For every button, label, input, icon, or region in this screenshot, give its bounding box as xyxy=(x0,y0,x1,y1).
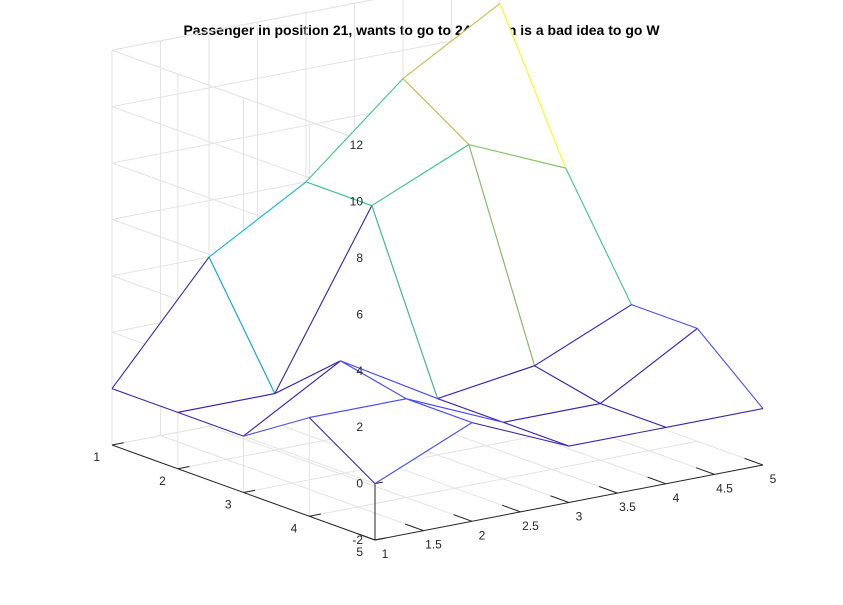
x-tick-label: 2 xyxy=(479,528,486,542)
surface-face xyxy=(243,360,407,437)
surface-edge xyxy=(568,426,667,447)
x-tick xyxy=(744,457,764,466)
surface-edge xyxy=(243,417,310,437)
surface-edge xyxy=(471,422,570,447)
z-tick xyxy=(374,538,383,541)
y-tick xyxy=(243,489,256,493)
x-tick-label: 2.5 xyxy=(522,519,539,533)
surface-edge xyxy=(468,144,566,169)
x-tick xyxy=(356,532,376,541)
surface-edge xyxy=(208,181,307,258)
surface-face xyxy=(306,78,469,206)
z-tick-label: 10 xyxy=(350,195,364,209)
x-tick xyxy=(453,514,473,522)
x-tick-label: 3.5 xyxy=(619,500,636,514)
z-tick-label: -2 xyxy=(352,533,363,547)
surface-edge xyxy=(177,411,244,437)
y-tick-label: 3 xyxy=(225,498,232,512)
x-tick xyxy=(647,476,667,485)
z-tick-label: 6 xyxy=(356,307,363,321)
surface-edge xyxy=(499,3,567,169)
surface-face xyxy=(468,144,632,366)
surface-edge xyxy=(371,144,470,207)
y-tick-label: 2 xyxy=(159,474,166,488)
x-tick-label: 5 xyxy=(770,472,777,486)
surface-edge xyxy=(111,256,210,389)
x-tick xyxy=(598,486,618,494)
surface-face xyxy=(406,398,569,447)
surface-edge xyxy=(406,398,473,424)
surface-edge xyxy=(696,328,764,409)
back-wall-grid-line-z xyxy=(111,0,375,51)
surface-edge xyxy=(340,360,407,400)
left-wall-grid-line-z xyxy=(111,49,376,146)
surface-edge xyxy=(468,144,536,366)
x-tick-label: 4.5 xyxy=(716,481,733,495)
surface-edge xyxy=(308,417,376,484)
y-tick xyxy=(111,442,124,446)
surface-edge xyxy=(565,167,632,305)
surface-edge xyxy=(340,360,438,400)
surface-edge xyxy=(111,388,178,413)
surface-edge xyxy=(309,398,407,419)
z-tick-label: 8 xyxy=(356,251,363,265)
z-tick-label: 4 xyxy=(356,364,363,378)
surface-edge xyxy=(374,422,473,485)
surface-edge xyxy=(534,304,632,367)
surface-edge xyxy=(402,78,470,145)
z-tick-label: 2 xyxy=(356,420,363,434)
surface-edge xyxy=(437,398,504,423)
surface-edge xyxy=(406,398,504,423)
surface-edge xyxy=(274,360,341,395)
surface-edge xyxy=(599,327,698,405)
x-tick-label: 1 xyxy=(382,547,389,561)
z-tick-label: 12 xyxy=(350,138,364,152)
surface-edge xyxy=(274,205,373,394)
surface-face xyxy=(503,403,666,447)
x-tick-label: 3 xyxy=(576,510,583,524)
surface-edge xyxy=(402,2,501,80)
back-wall-grid-line-z xyxy=(111,31,501,108)
x-tick xyxy=(550,495,570,503)
surface-edge xyxy=(600,403,667,428)
surface-edge xyxy=(371,205,439,399)
y-tick-label: 4 xyxy=(291,521,298,535)
x-tick-label: 1.5 xyxy=(425,538,442,552)
y-tick xyxy=(309,513,321,517)
y-tick-label: 5 xyxy=(356,545,363,559)
surface-face xyxy=(274,205,438,399)
surface-face xyxy=(371,144,535,399)
surface-edge xyxy=(665,408,764,428)
surface-face xyxy=(600,328,763,428)
x-tick xyxy=(501,504,521,513)
surface-face xyxy=(112,257,275,413)
z-tick-label: 0 xyxy=(356,477,363,491)
surface-mesh xyxy=(111,2,764,485)
y-tick-label: 1 xyxy=(93,450,100,464)
surface-edge xyxy=(437,365,535,400)
surface-edge xyxy=(503,421,570,447)
surface-edge xyxy=(503,403,601,423)
surface-edge xyxy=(243,360,341,437)
surface-edge xyxy=(631,304,698,329)
surface-edge xyxy=(534,365,601,405)
x-tick-label: 4 xyxy=(673,491,680,505)
x-tick xyxy=(404,523,424,532)
surface-face xyxy=(437,365,601,423)
surface-edge xyxy=(305,181,372,207)
chart-title: Passenger in position 21, wants to go to… xyxy=(183,22,660,38)
surface-edge xyxy=(305,78,404,183)
y-tick xyxy=(177,466,190,470)
surface-edge xyxy=(177,393,275,413)
x-tick xyxy=(695,467,715,475)
surface-edge xyxy=(208,256,276,394)
surface-face xyxy=(177,360,341,437)
surface-face xyxy=(403,3,566,169)
surface-face xyxy=(534,304,698,404)
floor-grid-line-y xyxy=(309,440,698,517)
surface-face xyxy=(309,398,472,484)
